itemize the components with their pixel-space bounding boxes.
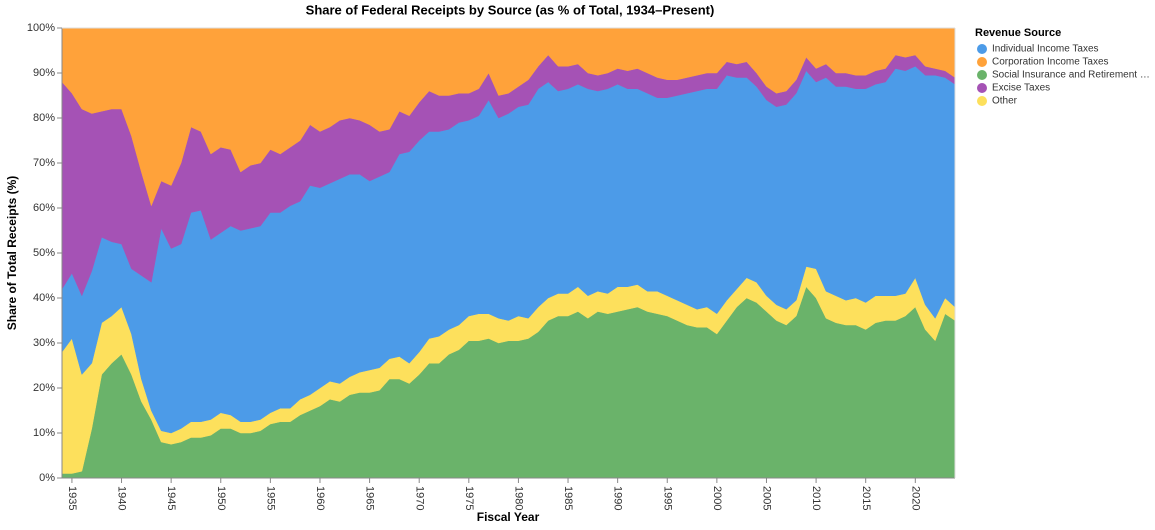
legend-label: Individual Income Taxes: [992, 44, 1099, 55]
axes: 0% 10% 20% 30% 40% 50% 60% 70% 80% 90% 100% 1935 194…: [27, 22, 956, 510]
y-tick-label: 60%: [33, 202, 55, 214]
y-tick-label: 20%: [33, 382, 55, 394]
y-tick-label: 40%: [33, 292, 55, 304]
legend-label: Social Insurance and Retirement …: [992, 70, 1150, 81]
x-tick-label: 1965: [364, 486, 376, 510]
legend-label: Other: [992, 96, 1018, 107]
x-tick-label: 1990: [612, 486, 624, 510]
y-tick-label: 30%: [33, 337, 55, 349]
legend-swatch: [977, 44, 987, 54]
x-tick-label: 1955: [264, 486, 276, 510]
x-tick-label: 1985: [562, 486, 574, 510]
x-tick-label: 1995: [661, 486, 673, 510]
legend-title: Revenue Source: [975, 27, 1061, 39]
x-tick-label: 2000: [711, 486, 723, 510]
y-tick-label: 70%: [33, 157, 55, 169]
legend-swatch: [977, 96, 987, 106]
x-tick-label: 1950: [215, 486, 227, 510]
y-tick-label: 80%: [33, 112, 55, 124]
x-axis-title: Fiscal Year: [477, 510, 540, 524]
x-tick-label: 1960: [314, 486, 326, 510]
y-tick-label: 90%: [33, 67, 55, 79]
y-axis-title: Share of Total Receipts (%): [5, 176, 19, 330]
x-tick-label: 2020: [909, 486, 921, 510]
x-tick-label: 1975: [463, 486, 475, 510]
y-tick-label: 0%: [39, 472, 55, 484]
chart-title: Share of Federal Receipts by Source (as …: [306, 2, 715, 17]
x-tick-label: 2005: [761, 486, 773, 510]
areas: [61, 27, 956, 479]
legend-swatch: [977, 70, 987, 80]
legend-swatch: [977, 57, 987, 67]
y-tick-label: 50%: [33, 247, 55, 259]
x-tick-label: 1940: [116, 486, 128, 510]
legend-label: Excise Taxes: [992, 83, 1050, 94]
x-tick-label: 1970: [413, 486, 425, 510]
x-tick-label: 2015: [860, 486, 872, 510]
y-tick-label: 10%: [33, 427, 55, 439]
legend-swatch: [977, 83, 987, 93]
x-tick-label: 1945: [165, 486, 177, 510]
x-tick-label: 1980: [513, 486, 525, 510]
x-tick-label: 2010: [810, 486, 822, 510]
legend-label: Corporation Income Taxes: [992, 57, 1109, 68]
y-tick-label: 100%: [27, 22, 55, 34]
x-tick-label: 1935: [66, 486, 78, 510]
